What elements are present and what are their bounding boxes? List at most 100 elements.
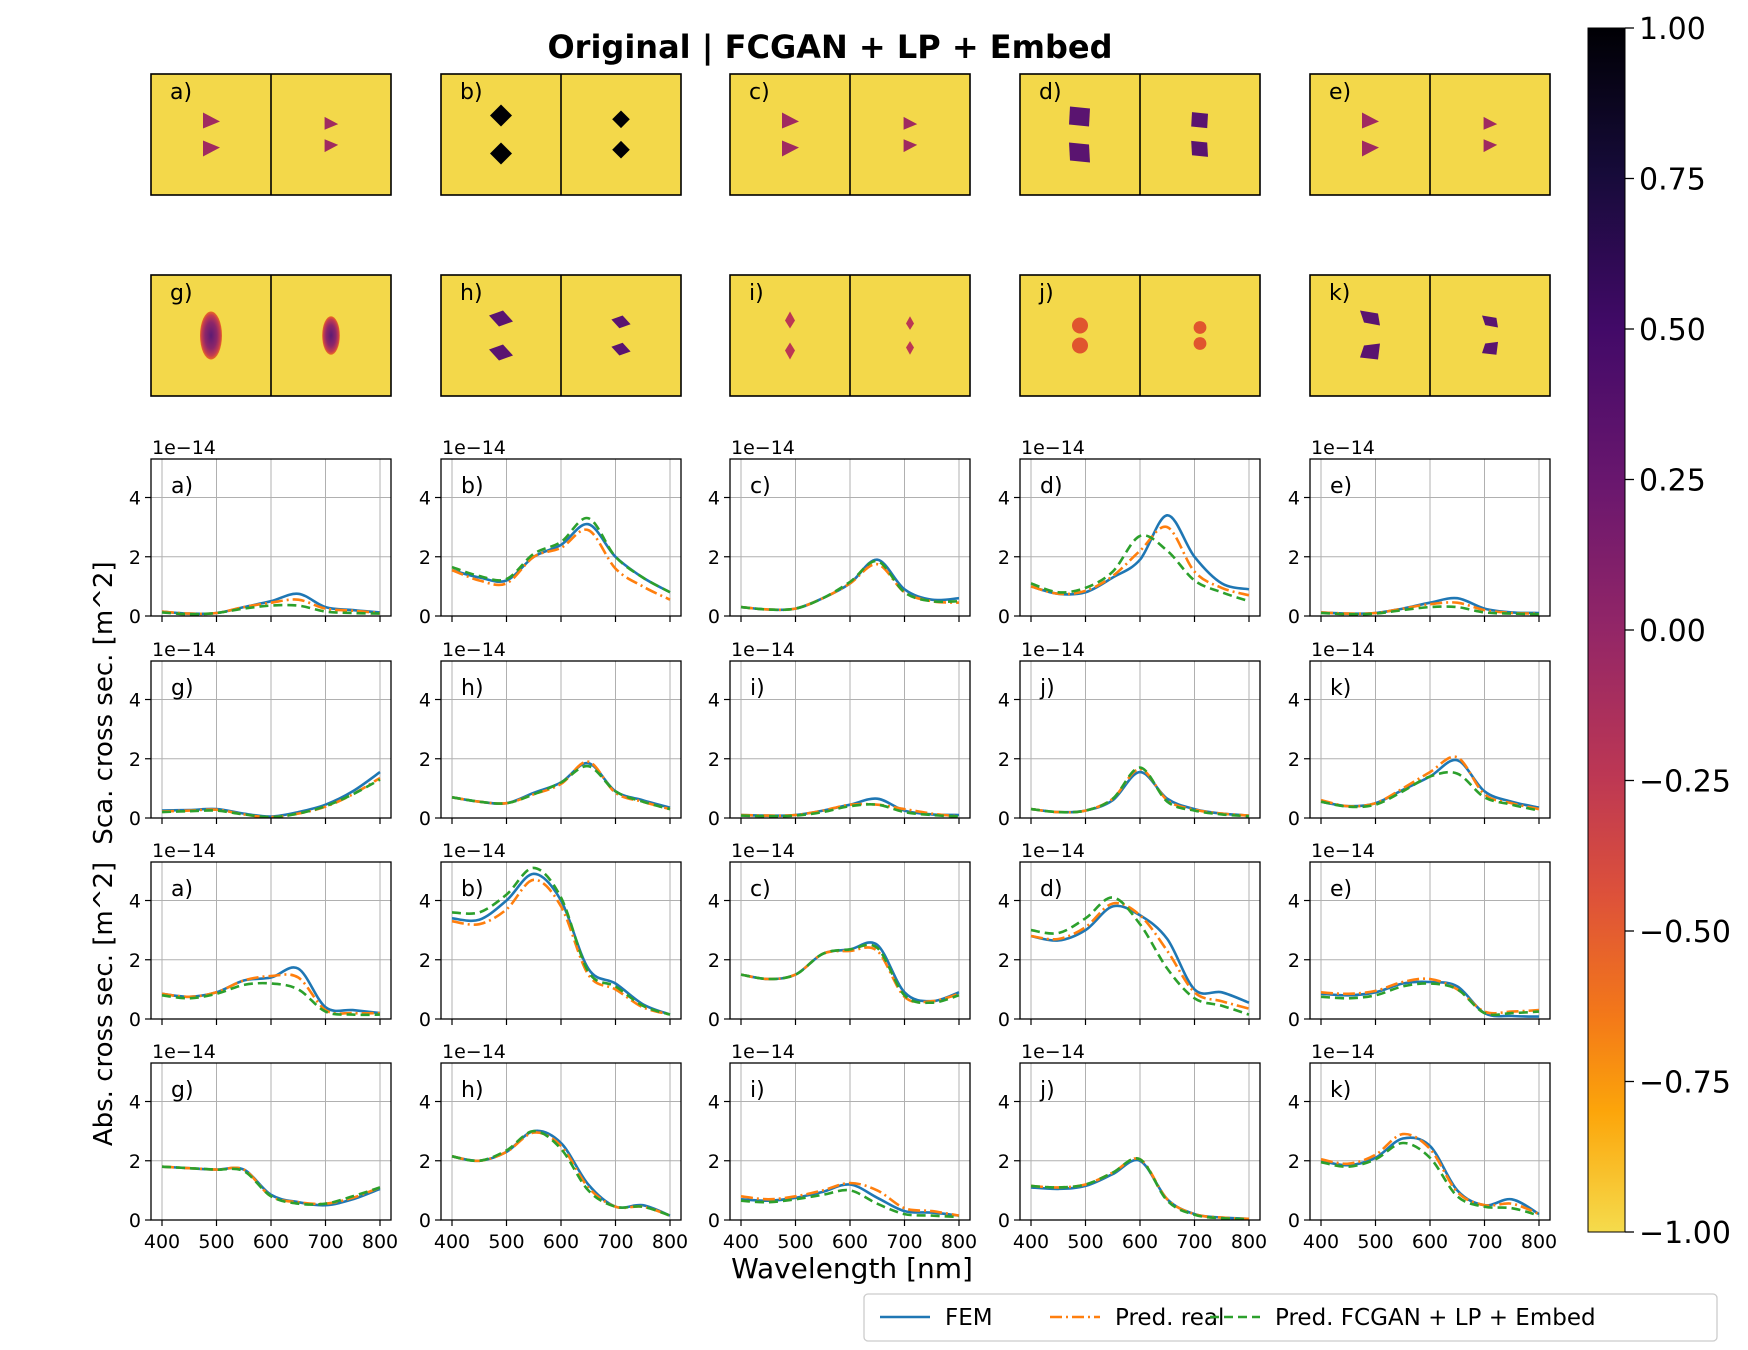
colorbar: 1.00 0.75 0.50 0.25 0.00 −0.25 −0.50 −0.75 −1.00 <box>1587 12 1731 1251</box>
series-line-pred-real <box>161 598 381 616</box>
particle-shape <box>490 142 512 165</box>
series-line-pred-fcgan <box>451 516 671 594</box>
y-tick-label: 4 <box>1288 690 1300 712</box>
series-line-pred-fcgan <box>161 981 381 1017</box>
series-line-fem <box>161 966 381 1015</box>
series-line-pred-real <box>451 528 671 601</box>
x-tick-label: 700 <box>307 1231 343 1253</box>
series-line-pred-real <box>740 1181 960 1217</box>
geometry-panel-label: a) <box>170 80 192 105</box>
y-tick-label: 4 <box>998 1092 1010 1114</box>
series-line-pred-fcgan <box>161 603 381 616</box>
particle-shape <box>1193 337 1207 350</box>
series-line-fem <box>451 522 671 594</box>
spectrum-panel-label: g) <box>171 1078 194 1103</box>
spectrum-panel: 0 2 4 400 500 600 700 800 1e−14 g) <box>129 1041 398 1253</box>
y-tick-label: 0 <box>419 1210 431 1232</box>
colorbar-tick-label: −0.25 <box>1639 765 1731 800</box>
legend: FEM Pred. real Pred. FCGAN + LP + Embed <box>863 1293 1718 1342</box>
y-tick-label: 4 <box>1288 488 1300 510</box>
particle-shape <box>1191 112 1208 129</box>
x-tick-label: 800 <box>1521 1231 1557 1253</box>
particle-shape <box>785 311 795 329</box>
spectrum-panel: 0 2 4 1e−14 b) <box>419 840 682 1031</box>
spectrum-panel-label: e) <box>1330 877 1352 902</box>
particle-shape <box>1483 139 1498 153</box>
x-tick-label: 600 <box>253 1231 289 1253</box>
series-line-pred-fcgan <box>1320 1141 1540 1217</box>
particle-shape <box>1191 140 1208 157</box>
y-tick-label: 4 <box>129 1092 141 1114</box>
y-offset-text: 1e−14 <box>731 639 795 661</box>
spectrum-panel: 0 2 4 1e−14 i) <box>708 639 971 830</box>
spectrum-panel-label: i) <box>750 676 765 701</box>
spectrum-panel-label: g) <box>171 676 194 701</box>
spectrum-panel-label: j) <box>1039 1078 1055 1103</box>
particle-shape <box>612 140 630 159</box>
y-tick-label: 0 <box>708 808 720 830</box>
spectrum-panel: 0 2 4 400 500 600 700 800 1e−14 i) <box>708 1041 977 1253</box>
geometry-frame <box>440 73 682 196</box>
y-tick-label: 0 <box>419 1009 431 1031</box>
series-line-pred-fcgan <box>1320 770 1540 812</box>
geometry-panels: a) b) c) d) e) g) h) i) j) k) <box>150 73 1551 397</box>
colorbar-tick-label: 0.75 <box>1639 163 1706 198</box>
y-tick-label: 0 <box>1288 1009 1300 1031</box>
legend-label-pred-fcgan: Pred. FCGAN + LP + Embed <box>1275 1305 1596 1331</box>
y-tick-label: 2 <box>708 1151 720 1173</box>
particle-shape <box>1072 337 1088 354</box>
geometry-panel: i) <box>729 274 971 397</box>
series-line-pred-real <box>161 973 381 1015</box>
spectrum-panel: 0 2 4 400 500 600 700 800 1e−14 k) <box>1288 1041 1557 1253</box>
series-line-pred-fcgan <box>451 866 671 1016</box>
y-offset-text: 1e−14 <box>152 437 216 459</box>
geometry-frame <box>729 73 971 196</box>
colorbar-tick-label: 1.00 <box>1639 12 1706 47</box>
series-line-fem <box>1320 980 1540 1018</box>
x-tick-label: 600 <box>543 1231 579 1253</box>
x-tick-label: 700 <box>886 1231 922 1253</box>
y-tick-label: 4 <box>708 690 720 712</box>
y-tick-label: 2 <box>998 547 1010 569</box>
y-offset-text: 1e−14 <box>152 639 216 661</box>
particle-shape <box>1069 142 1090 163</box>
colorbar-ticks: 1.00 0.75 0.50 0.25 0.00 −0.25 −0.50 −0.75 −1.00 <box>1625 12 1731 1251</box>
y-tick-label: 0 <box>1288 1210 1300 1232</box>
series-line-pred-real <box>740 802 960 818</box>
x-tick-label: 400 <box>723 1231 759 1253</box>
particle-shape <box>1069 106 1090 127</box>
x-tick-label: 500 <box>488 1231 524 1253</box>
spectrum-panel: 0 2 4 1e−14 e) <box>1288 437 1551 628</box>
y-offset-text: 1e−14 <box>152 1041 216 1063</box>
geometry-panel-label: d) <box>1039 80 1062 105</box>
x-tick-label: 600 <box>1412 1231 1448 1253</box>
particle-shape <box>1360 310 1380 326</box>
y-offset-text: 1e−14 <box>1021 437 1085 459</box>
geometry-frame <box>440 274 682 397</box>
y-tick-label: 0 <box>998 1009 1010 1031</box>
colorbar-tick-label: −0.75 <box>1639 1066 1731 1101</box>
particle-shape <box>903 116 918 130</box>
spectrum-panel-label: e) <box>1330 474 1352 499</box>
geometry-panel: g) <box>150 274 392 397</box>
spectrum-panel-label: b) <box>461 474 484 499</box>
y-tick-label: 2 <box>708 547 720 569</box>
series-line-pred-fcgan <box>740 943 960 1005</box>
geometry-frame <box>150 73 392 196</box>
x-tick-label: 600 <box>1122 1231 1158 1253</box>
particle-shape <box>489 344 513 361</box>
y-tick-label: 4 <box>129 488 141 510</box>
series-line-fem <box>1320 1136 1540 1216</box>
spectrum-panel-label: k) <box>1330 676 1351 701</box>
x-tick-label: 800 <box>941 1231 977 1253</box>
legend-label-pred-real: Pred. real <box>1115 1305 1224 1331</box>
x-tick-label: 500 <box>1067 1231 1103 1253</box>
y-tick-label: 4 <box>708 488 720 510</box>
legend-label-fem: FEM <box>945 1305 993 1331</box>
x-tick-label: 600 <box>832 1231 868 1253</box>
spectrum-panel-label: c) <box>750 877 771 902</box>
y-offset-text: 1e−14 <box>731 840 795 862</box>
geometry-panel: d) <box>1019 73 1261 196</box>
y-offset-text: 1e−14 <box>1021 639 1085 661</box>
geometry-panel: a) <box>150 73 392 196</box>
